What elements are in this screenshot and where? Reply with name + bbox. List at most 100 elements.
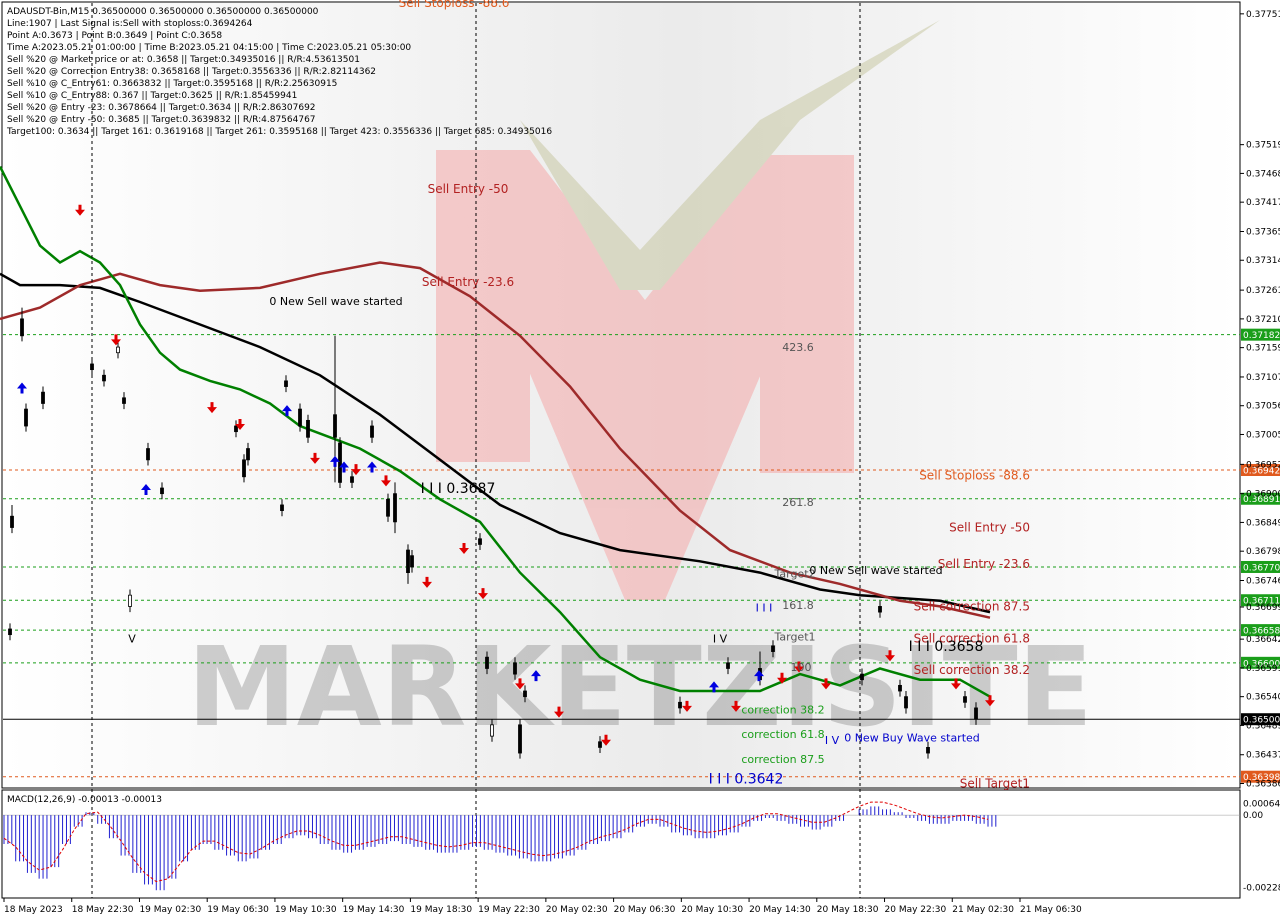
time-tick-label: 19 May 14:30	[343, 905, 405, 915]
macd-panel[interactable]	[1, 789, 1241, 899]
sell-arrow-icon	[885, 650, 895, 662]
series-line	[0, 166, 991, 698]
fib-label: correction 61.8	[741, 728, 824, 741]
candle-body	[160, 487, 164, 495]
buy-arrow-icon	[330, 455, 340, 467]
candle-body	[234, 425, 238, 433]
level-badge	[1241, 656, 1280, 669]
buy-arrow-icon	[754, 670, 764, 682]
price-tick-label: 0.36642	[1246, 635, 1280, 645]
price-tick-label: 0.37159	[1246, 344, 1280, 354]
candle-body	[878, 606, 882, 613]
price-tick-label: 0.37751	[1246, 10, 1280, 20]
candle-body	[898, 684, 902, 692]
level-label: Sell Entry -23.6	[422, 275, 514, 289]
level-badge	[1241, 713, 1280, 726]
candle-body	[102, 374, 106, 382]
candle-body	[333, 414, 337, 438]
candle-body	[513, 662, 517, 675]
sell-arrow-icon	[682, 700, 692, 712]
level-badge	[1241, 594, 1280, 607]
price-tick-label: 0.37107	[1246, 373, 1280, 383]
level-label: Sell correction 38.2	[914, 663, 1030, 677]
level-label: Sell Entry -23.6	[938, 557, 1030, 571]
wave-label: 0 New Sell wave started	[269, 295, 402, 308]
candle-body	[926, 747, 930, 754]
buy-arrow-icon	[17, 382, 27, 394]
time-tick-label: 18 May 22:30	[72, 905, 134, 915]
price-tick-label: 0.37056	[1246, 402, 1280, 412]
time-tick-label: 20 May 02:30	[546, 905, 608, 915]
level-badge-text: 0.36500	[1243, 716, 1280, 726]
time-tick-label: 18 May 2023	[4, 905, 63, 915]
candle-body	[116, 346, 120, 354]
sell-arrow-icon	[111, 334, 121, 346]
sell-arrow-icon	[951, 678, 961, 690]
candle-body	[678, 701, 682, 709]
fib-label: 261.8	[782, 496, 814, 509]
sell-arrow-icon	[821, 678, 831, 690]
time-tick-label: 19 May 02:30	[139, 905, 201, 915]
wave-label: I I I 0.3658	[909, 639, 984, 655]
sell-arrow-icon	[207, 402, 217, 414]
info-line: Sell %20 @ Market price or at: 0.3658 ||…	[7, 55, 360, 65]
buy-arrow-icon	[709, 681, 719, 693]
level-badge-text: 0.36658	[1243, 627, 1280, 637]
price-tick-label: 0.37261	[1246, 286, 1280, 296]
price-tick-label: 0.36540	[1246, 693, 1280, 703]
candle-body	[350, 476, 354, 483]
candle-body	[246, 448, 250, 461]
price-tick-label: 0.36437	[1246, 751, 1280, 761]
level-badge-text: 0.37182	[1243, 331, 1280, 341]
candle-body	[122, 397, 126, 404]
candle-body	[338, 442, 342, 483]
wave-label: V	[128, 633, 136, 646]
fib-label: 161.8	[782, 599, 814, 612]
wave-label: I I I	[756, 602, 773, 615]
time-tick-label: 19 May 18:30	[410, 905, 472, 915]
time-tick-label: 20 May 06:30	[614, 905, 676, 915]
candle-body	[598, 741, 602, 748]
price-tick-label: 0.36900	[1246, 490, 1280, 500]
time-tick-label: 20 May 22:30	[885, 905, 947, 915]
level-label: Sell correction 87.5	[914, 599, 1030, 613]
sell-arrow-icon	[601, 734, 611, 746]
price-tick-label: 0.37519	[1246, 141, 1280, 151]
buy-arrow-icon	[282, 405, 292, 417]
candle-body	[146, 448, 150, 461]
price-tick-label: 0.36386	[1246, 779, 1280, 789]
watermark-text: MARKETZISITE	[187, 623, 1093, 751]
fib-label: Target2	[773, 568, 815, 581]
price-tick-label: 0.37210	[1246, 315, 1280, 325]
buy-arrow-icon	[141, 484, 151, 496]
level-badge-text: 0.36942	[1243, 466, 1280, 476]
sell-arrow-icon	[794, 661, 804, 673]
candle-body	[523, 690, 527, 698]
time-tick-label: 19 May 22:30	[478, 905, 540, 915]
sell-arrow-icon	[554, 706, 564, 718]
watermark-logo	[436, 20, 940, 600]
candle-body	[490, 724, 494, 737]
fib-label: Target1	[773, 630, 815, 643]
series-line	[0, 261, 991, 619]
candle-body	[860, 673, 864, 681]
candle-body	[393, 493, 397, 523]
candle-body	[478, 538, 482, 545]
macd-tick-label: 0.00	[1243, 811, 1263, 821]
level-badge-text: 0.36770	[1243, 563, 1280, 573]
info-line: Sell %10 @ C_Entry61: 0.3663832 || Targe…	[7, 79, 337, 89]
level-label: Sell Stoploss -88.6	[919, 469, 1030, 483]
sell-arrow-icon	[459, 543, 469, 555]
price-tick-label: 0.37468	[1246, 169, 1280, 179]
macd-tick-label: 0.00064	[1243, 800, 1280, 810]
level-badge-text: 0.36398	[1243, 773, 1280, 783]
level-badge	[1241, 770, 1280, 783]
level-label: Sell correction 61.8	[914, 632, 1030, 646]
level-label: Sell Entry -50	[949, 521, 1030, 535]
buy-arrow-icon	[367, 461, 377, 473]
info-line: Sell %20 @ Entry -23: 0.3678664 || Targe…	[7, 103, 316, 113]
sell-arrow-icon	[515, 678, 525, 690]
level-badge	[1241, 328, 1280, 341]
fib-label: correction 38.2	[741, 704, 824, 717]
